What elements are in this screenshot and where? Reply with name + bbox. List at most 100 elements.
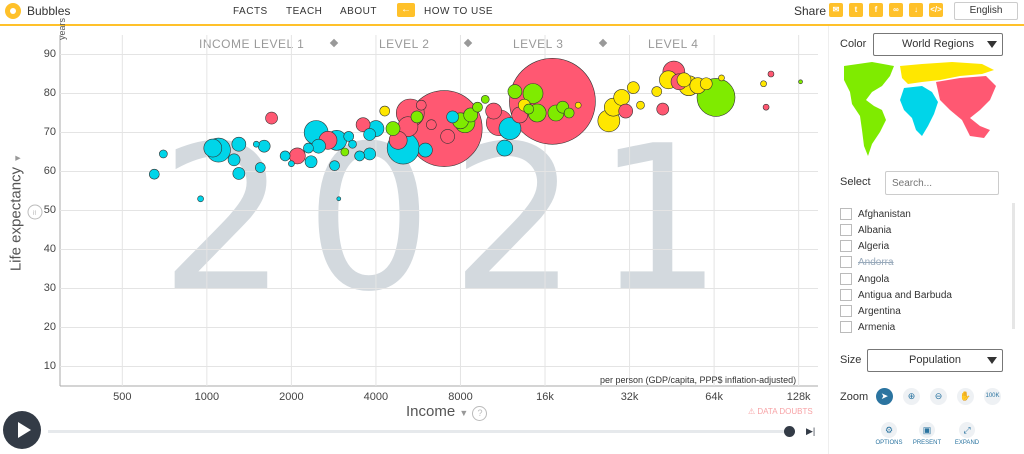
- country-bubble[interactable]: [509, 58, 596, 145]
- country-bubble[interactable]: [699, 77, 713, 91]
- checkbox[interactable]: [840, 289, 852, 302]
- embed-icon[interactable]: </>: [929, 3, 943, 17]
- nav-teach[interactable]: TEACH: [286, 6, 323, 17]
- country-bubble[interactable]: [636, 100, 645, 110]
- mail-icon[interactable]: ✉: [829, 3, 843, 17]
- country-bubble[interactable]: [159, 149, 168, 159]
- country-bubble[interactable]: [197, 195, 204, 203]
- checkbox[interactable]: [840, 256, 852, 269]
- country-bubble[interactable]: [760, 80, 767, 88]
- country-bubble[interactable]: [265, 111, 278, 125]
- nav-about[interactable]: ABOUT: [340, 6, 377, 17]
- country-bubble[interactable]: [288, 160, 295, 167]
- country-bubble[interactable]: [480, 95, 490, 104]
- country-bubble[interactable]: [255, 162, 266, 173]
- step-forward-icon[interactable]: ▶|: [806, 426, 816, 436]
- country-bubble[interactable]: [767, 70, 775, 78]
- play-button[interactable]: [3, 411, 41, 449]
- scrollbar[interactable]: [1012, 203, 1015, 329]
- link-icon[interactable]: ∞: [889, 3, 903, 17]
- country-bubble[interactable]: [418, 142, 433, 158]
- country-bubble[interactable]: [257, 139, 271, 153]
- twitter-icon[interactable]: t: [849, 3, 863, 17]
- help-icon[interactable]: ?: [472, 406, 488, 421]
- country-bubble[interactable]: [311, 138, 326, 154]
- country-bubble[interactable]: [232, 167, 246, 180]
- checkbox[interactable]: [840, 273, 852, 286]
- color-select[interactable]: World Regions: [873, 33, 1003, 56]
- country-bubble[interactable]: [336, 196, 342, 202]
- download-icon[interactable]: ↓: [909, 3, 923, 17]
- country-bubble[interactable]: [656, 102, 670, 116]
- options-button[interactable]: ⚙ OPTIONS: [871, 422, 907, 446]
- country-bubble[interactable]: [415, 99, 427, 111]
- country-bubble[interactable]: [446, 110, 459, 124]
- list-item[interactable]: Andorra: [840, 256, 894, 270]
- zoom-100k-icon[interactable]: 100K: [984, 388, 1001, 405]
- country-bubble[interactable]: [203, 138, 223, 158]
- country-bubble[interactable]: [496, 139, 514, 157]
- country-bubble[interactable]: [627, 81, 640, 94]
- zoom-out-icon[interactable]: ⊖: [930, 388, 947, 405]
- expand-button[interactable]: ⤢ EXPAND: [949, 422, 985, 446]
- country-bubble[interactable]: [279, 150, 291, 162]
- hand-icon[interactable]: ✋: [957, 388, 974, 405]
- country-bubble[interactable]: [798, 79, 803, 85]
- bubble-chart[interactable]: [0, 0, 830, 454]
- data-doubts-link[interactable]: ⚠ DATA DOUBTS: [748, 407, 813, 416]
- world-regions-map[interactable]: [842, 60, 998, 156]
- country-bubble[interactable]: [303, 142, 314, 154]
- country-bubble[interactable]: [410, 110, 424, 124]
- gapminder-logo-icon[interactable]: [5, 3, 21, 19]
- list-item[interactable]: Angola: [840, 273, 889, 287]
- country-bubble[interactable]: [426, 119, 437, 130]
- country-search-input[interactable]: [885, 171, 999, 195]
- size-select[interactable]: Population: [867, 349, 1003, 372]
- country-bubble[interactable]: [329, 160, 340, 171]
- country-bubble[interactable]: [651, 86, 663, 97]
- country-bubble[interactable]: [385, 121, 401, 136]
- country-bubble[interactable]: [718, 74, 725, 82]
- checkbox[interactable]: [840, 305, 852, 318]
- language-select[interactable]: English: [954, 2, 1018, 20]
- checkbox[interactable]: [840, 321, 852, 334]
- country-bubble[interactable]: [485, 102, 502, 120]
- timeline-handle[interactable]: [784, 426, 795, 437]
- list-item[interactable]: Afghanistan: [840, 208, 911, 222]
- country-bubble[interactable]: [231, 136, 247, 152]
- how-to-use-link[interactable]: HOW TO USE: [424, 6, 494, 17]
- country-bubble[interactable]: [253, 140, 260, 148]
- cursor-icon[interactable]: ➤: [876, 388, 893, 405]
- country-bubble[interactable]: [355, 117, 371, 132]
- country-bubble[interactable]: [613, 89, 630, 106]
- country-bubble[interactable]: [522, 83, 544, 104]
- list-item[interactable]: Albania: [840, 224, 891, 238]
- country-bubble[interactable]: [507, 84, 523, 99]
- country-bubble[interactable]: [498, 117, 522, 140]
- list-item[interactable]: Antigua and Barbuda: [840, 289, 952, 303]
- country-bubble[interactable]: [343, 131, 355, 142]
- country-bubble[interactable]: [379, 105, 391, 117]
- facebook-icon[interactable]: f: [869, 3, 883, 17]
- country-bubble[interactable]: [523, 103, 535, 115]
- nav-facts[interactable]: FACTS: [233, 6, 268, 17]
- country-bubble[interactable]: [676, 72, 692, 88]
- country-bubble[interactable]: [440, 129, 455, 144]
- country-bubble[interactable]: [363, 147, 376, 161]
- list-item[interactable]: Algeria: [840, 240, 889, 254]
- country-bubble[interactable]: [463, 107, 479, 123]
- country-bubble[interactable]: [563, 107, 575, 119]
- country-bubble[interactable]: [348, 139, 357, 149]
- checkbox[interactable]: [840, 224, 852, 237]
- country-bubble[interactable]: [472, 101, 483, 113]
- country-bubble[interactable]: [304, 155, 318, 169]
- list-item[interactable]: Armenia: [840, 321, 895, 335]
- country-bubble[interactable]: [574, 101, 582, 109]
- country-bubble[interactable]: [227, 153, 241, 167]
- checkbox[interactable]: [840, 240, 852, 253]
- country-bubble[interactable]: [354, 150, 365, 162]
- country-bubble[interactable]: [618, 103, 633, 119]
- arrow-left-icon[interactable]: ←: [397, 3, 415, 17]
- timeline-slider[interactable]: [48, 430, 788, 433]
- country-bubble[interactable]: [149, 168, 160, 180]
